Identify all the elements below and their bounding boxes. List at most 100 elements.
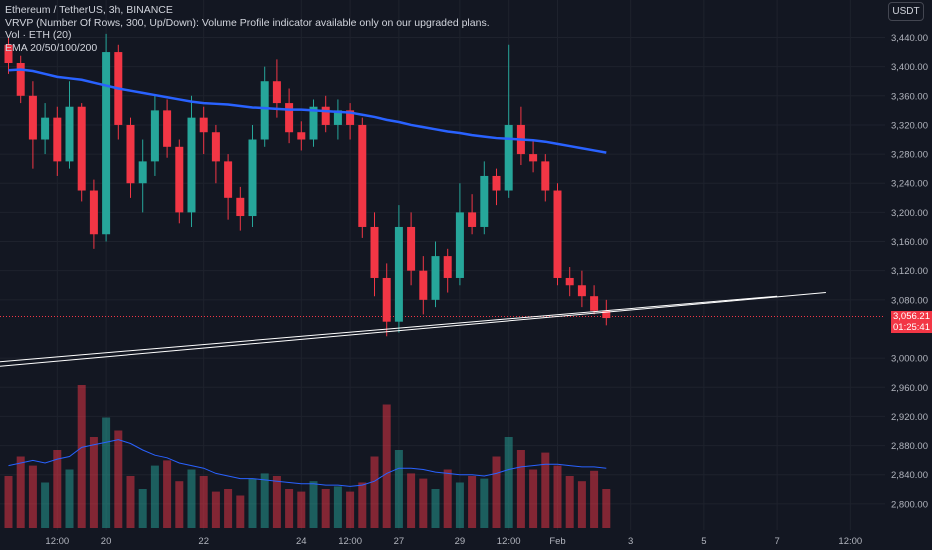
- volume-ma-line: [8, 439, 607, 487]
- volume-bar: [468, 476, 477, 528]
- candle-body: [333, 110, 342, 125]
- volume-bar: [333, 486, 342, 528]
- volume-bar: [541, 452, 550, 528]
- candle-body: [565, 277, 574, 286]
- candle-body: [187, 117, 196, 213]
- candle-body: [553, 190, 562, 278]
- price-tick-label: 2,920.00: [891, 412, 928, 423]
- time-tick-label: 12:00: [838, 536, 862, 547]
- trendlines[interactable]: [0, 292, 826, 390]
- candle-body: [211, 132, 220, 162]
- volume-bar: [114, 430, 123, 528]
- volume-bar: [590, 470, 599, 528]
- chart-legend: Ethereum / TetherUS, 3h, BINANCE VRVP (N…: [5, 4, 490, 54]
- legend-volume: Vol · ETH (20): [5, 29, 72, 41]
- chart-grid: [0, 0, 885, 530]
- volume-bar: [236, 495, 245, 528]
- time-tick-label: 12:00: [338, 536, 362, 547]
- price-tick-label: 3,360.00: [891, 91, 928, 102]
- price-tick-label: 2,880.00: [891, 441, 928, 452]
- candle-body: [28, 95, 37, 140]
- price-tick-label: 3,160.00: [891, 237, 928, 248]
- candle-body: [41, 117, 50, 140]
- volume-bar: [77, 385, 86, 528]
- candle-body: [529, 154, 538, 162]
- volume-bar: [431, 489, 440, 528]
- candle-body: [16, 63, 25, 96]
- candle-body: [199, 117, 208, 133]
- candle-body: [138, 161, 147, 184]
- candle-body: [321, 106, 330, 125]
- candle-body: [163, 110, 172, 147]
- volume-bar: [553, 465, 562, 528]
- time-tick-label: 24: [296, 536, 307, 547]
- time-tick-label: 3: [628, 536, 633, 547]
- volume-bar: [272, 476, 281, 528]
- volume-bar: [102, 417, 111, 528]
- volume-bar: [602, 489, 611, 528]
- volume-bar: [382, 404, 391, 528]
- volume-bar: [492, 456, 501, 528]
- price-axis[interactable]: 3,440.00 3,400.00 3,360.00 3,320.00 3,280.00…: [891, 33, 928, 510]
- volume-bar: [346, 491, 355, 528]
- volume-bar: [565, 476, 574, 528]
- volume-bar: [419, 478, 428, 528]
- volume-bar: [211, 491, 220, 528]
- volume-bar: [260, 473, 269, 528]
- volume-bar: [321, 489, 330, 528]
- legend-title: Ethereum / TetherUS, 3h, BINANCE: [5, 4, 173, 16]
- time-axis[interactable]: 12:00 20 22 24 12:00 27 29 12:00 Feb 3 5 7 12:00: [45, 536, 862, 547]
- price-tick-label: 3,320.00: [891, 120, 928, 131]
- volume-bar: [358, 482, 367, 528]
- candle-body: [77, 106, 86, 191]
- volume-bar: [53, 450, 62, 528]
- candle-body: [272, 81, 281, 104]
- time-tick-label: 5: [701, 536, 706, 547]
- volume-bar: [394, 450, 403, 528]
- last-price-label: 3,056.21: [891, 311, 932, 322]
- candle-body: [492, 175, 501, 191]
- candle-body: [407, 226, 416, 271]
- candle-body: [504, 124, 513, 191]
- time-tick-label: 27: [394, 536, 405, 547]
- price-tick-label: 3,080.00: [891, 295, 928, 306]
- price-tick-label: 3,280.00: [891, 150, 928, 161]
- candle-body: [89, 190, 98, 235]
- volume-bar: [28, 465, 37, 528]
- volume-bar: [175, 481, 184, 528]
- volume-bar: [443, 469, 452, 528]
- candle-body: [455, 212, 464, 278]
- candle-body: [577, 285, 586, 297]
- currency-button[interactable]: USDT: [888, 2, 924, 21]
- candles: [4, 33, 611, 337]
- candle-body: [126, 124, 135, 184]
- candle-body: [443, 256, 452, 278]
- countdown-label: 01:25:41: [891, 322, 932, 333]
- volume-bar: [150, 465, 159, 528]
- candle-body: [394, 226, 403, 322]
- time-tick-label: 12:00: [497, 536, 521, 547]
- volume-bar: [516, 450, 525, 528]
- time-tick-label: 12:00: [45, 536, 69, 547]
- price-tick-label: 2,840.00: [891, 470, 928, 481]
- time-tick-label: 22: [198, 536, 209, 547]
- candle-body: [65, 106, 74, 162]
- volume-bar: [187, 469, 196, 528]
- volume-bar: [4, 476, 13, 528]
- candle-body: [541, 161, 550, 191]
- candle-body: [480, 175, 489, 227]
- time-tick-label: 20: [101, 536, 112, 547]
- trendline: [0, 292, 826, 367]
- candle-body: [602, 310, 611, 319]
- candle-body: [285, 103, 294, 133]
- candle-body: [175, 146, 184, 213]
- price-tick-label: 3,440.00: [891, 33, 928, 44]
- candle-body: [224, 161, 233, 198]
- legend-ema: EMA 20/50/100/200: [5, 41, 98, 54]
- volume-bar: [138, 489, 147, 528]
- volume-bar: [370, 456, 379, 528]
- candle-body: [102, 52, 111, 235]
- candle-body: [260, 81, 269, 140]
- volume-ma-path: [8, 439, 607, 487]
